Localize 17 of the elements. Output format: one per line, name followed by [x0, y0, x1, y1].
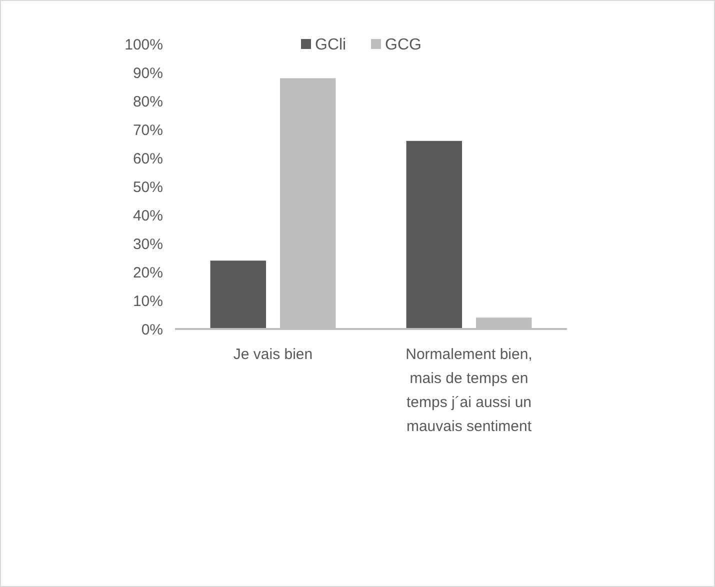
y-tick-label: 10% — [132, 292, 163, 310]
y-tick-label: 30% — [132, 236, 163, 253]
y-tick-label: 20% — [132, 264, 163, 282]
y-tick-label: 70% — [132, 122, 163, 139]
x-tick-label: Normalement bien, mais de temps en temps j´ai aussi un mauvais sentiment — [406, 346, 532, 435]
bar — [210, 260, 266, 329]
y-tick-label: 50% — [132, 178, 163, 196]
y-tick-label: 40% — [132, 207, 163, 224]
y-tick-label: 90% — [132, 64, 163, 82]
y-tick-label: 100% — [124, 36, 163, 54]
y-tick-label: 60% — [132, 150, 163, 168]
legend-label: GCG — [385, 36, 422, 54]
bar — [406, 140, 462, 329]
legend-label: GCli — [315, 36, 346, 54]
y-tick-label: 80% — [132, 93, 163, 110]
x-tick-label: Je vais bien — [233, 346, 313, 363]
y-tick-label: 0% — [141, 321, 163, 338]
